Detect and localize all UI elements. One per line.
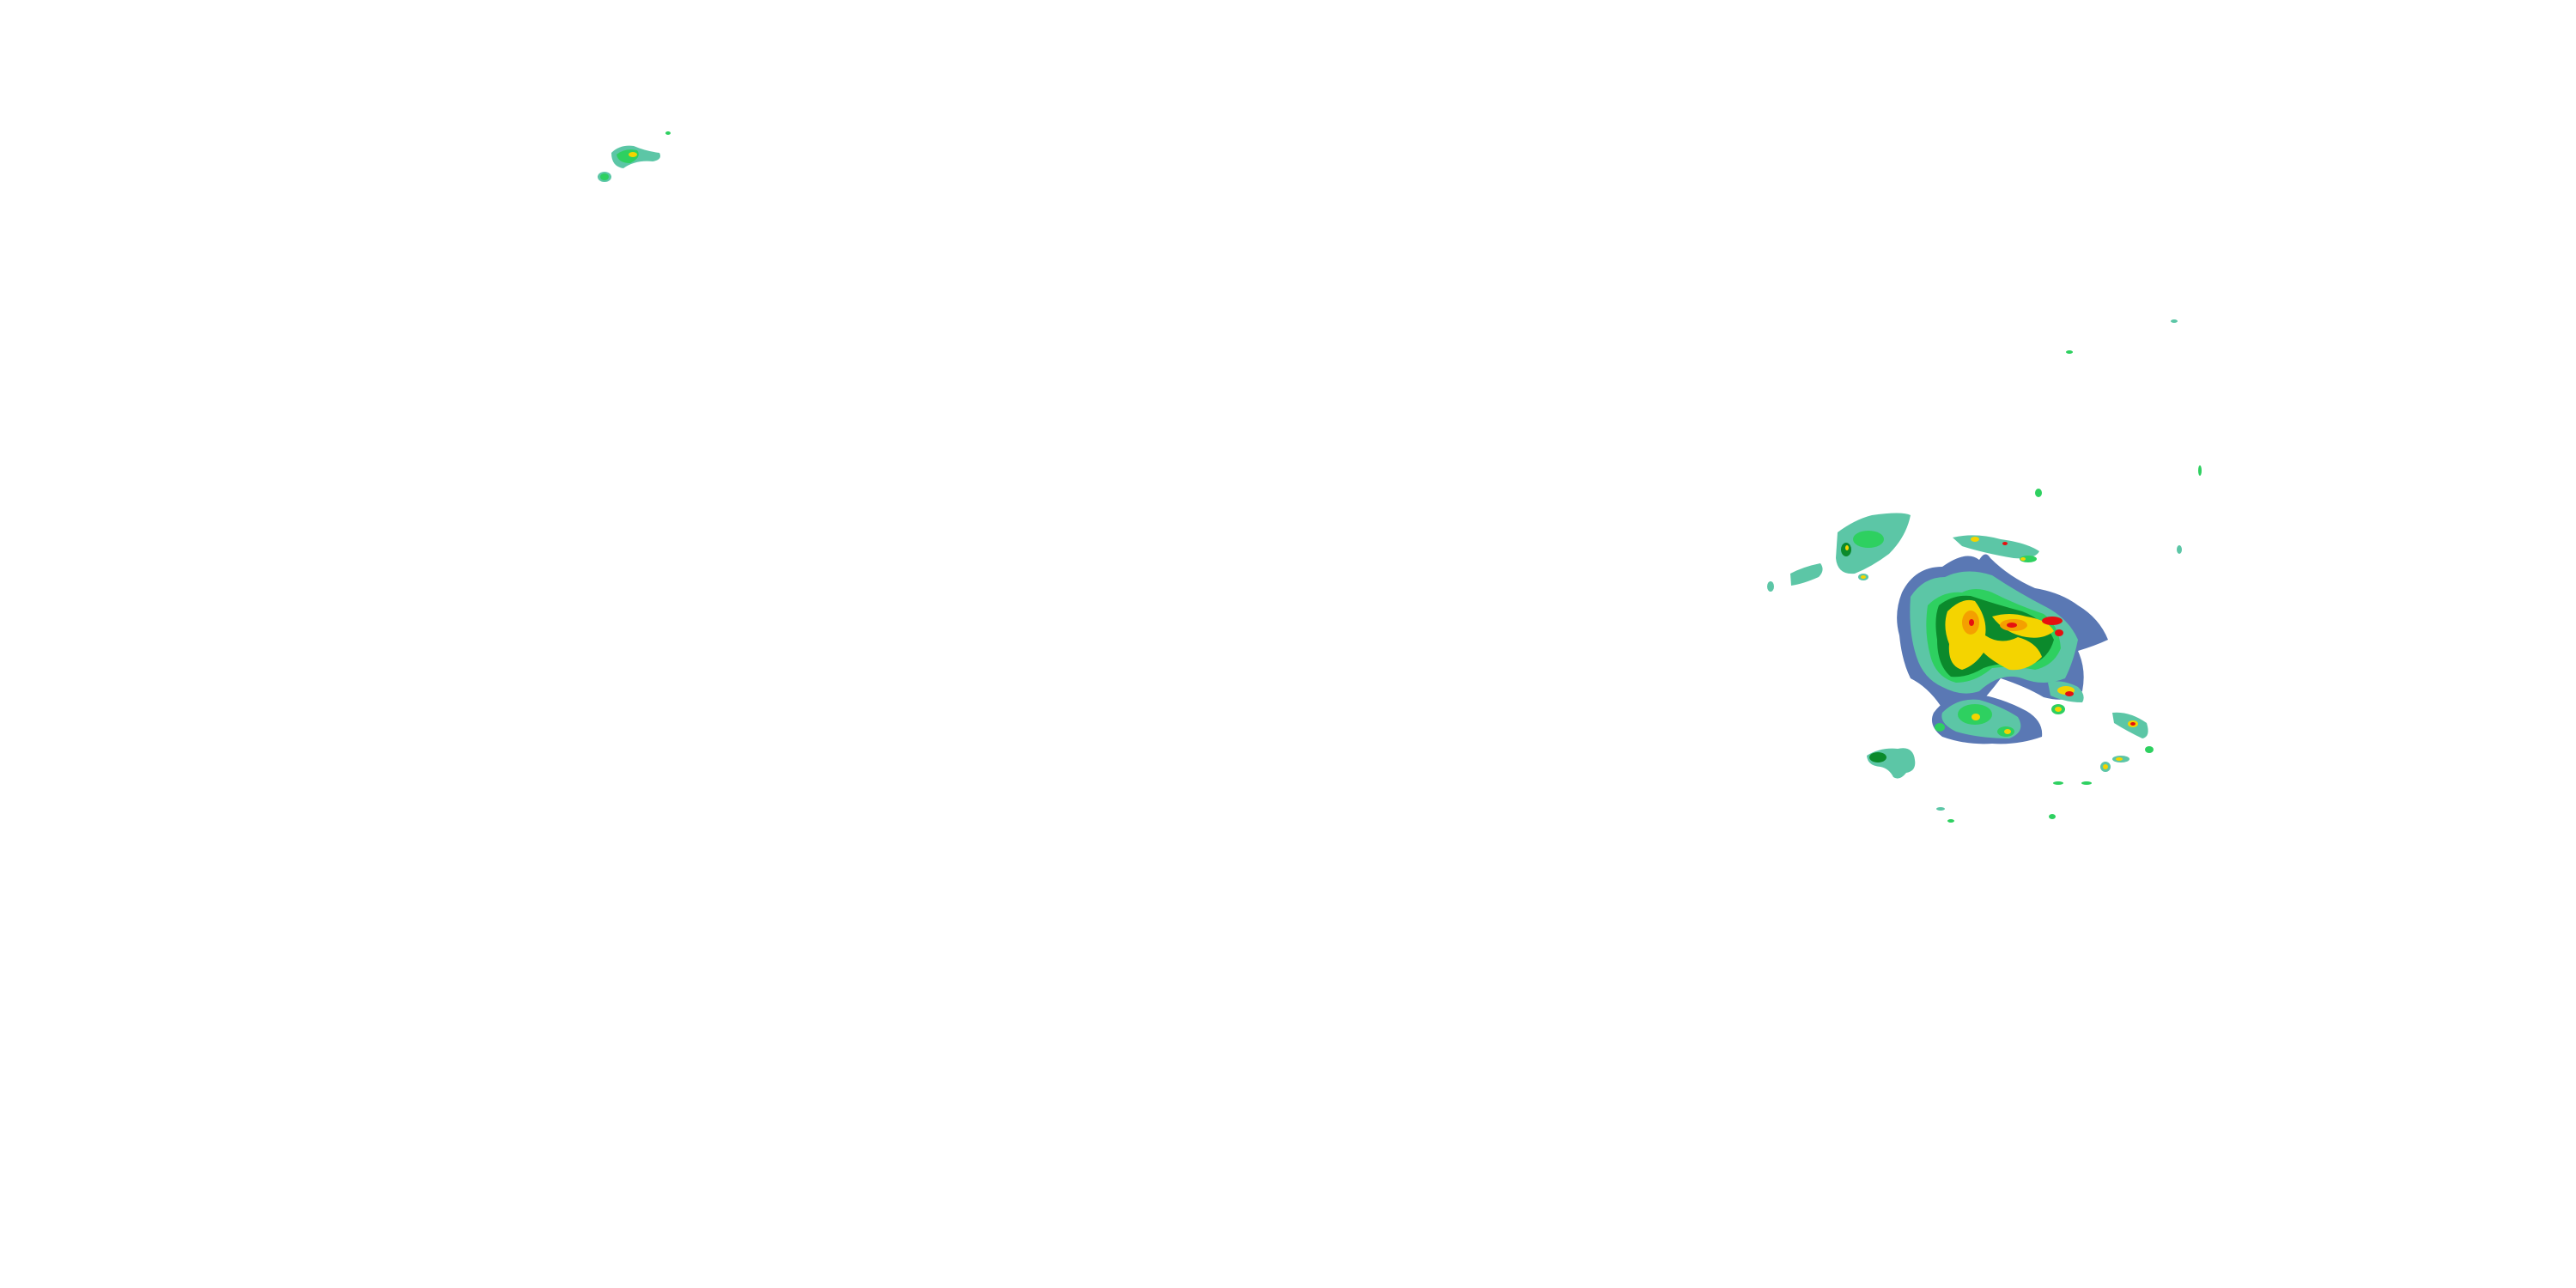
precip-echo [2004, 729, 2011, 734]
precip-echo [1947, 819, 1954, 823]
precip-echo [1853, 531, 1884, 548]
precip-echo [1935, 723, 1945, 732]
precip-echo [665, 131, 671, 135]
storm-line-north [1953, 489, 2042, 562]
precip-echo [2198, 465, 2202, 476]
precip-echo [2020, 556, 2037, 562]
storm-complex-main [1897, 554, 2108, 710]
precip-echo [2066, 350, 2073, 354]
precip-cluster-south [1931, 693, 2043, 744]
precip-echo [2042, 617, 2063, 625]
storm-line-southeast [2048, 681, 2084, 714]
precip-echo [2177, 545, 2182, 554]
precip-echo [2081, 781, 2092, 785]
precip-echo [2065, 691, 2074, 696]
precip-echo [2049, 814, 2056, 819]
precip-echo [2035, 489, 2042, 497]
precip-echo [1861, 575, 1866, 579]
precip-echo [1936, 807, 1945, 811]
precip-echo [1971, 537, 1979, 542]
precip-cluster-northwest [598, 131, 671, 182]
precip-echo [2020, 557, 2026, 561]
precip-echo [2055, 629, 2063, 636]
precip-echo [1953, 535, 2039, 559]
precip-echo [600, 173, 609, 180]
precip-echo [1969, 619, 1974, 626]
precip-echo [1869, 752, 1886, 762]
precip-echo [2002, 542, 2008, 545]
precip-echo [1790, 563, 1823, 586]
precip-echo [629, 152, 637, 157]
precip-cells-east [2049, 319, 2202, 819]
precip-echo [2053, 781, 2063, 785]
precip-echo [2055, 707, 2062, 712]
precip-streaks-west [1767, 513, 1911, 592]
precip-echo [2145, 746, 2154, 753]
precip-echo [1971, 714, 1980, 720]
precip-echo [2103, 764, 2108, 769]
precip-echo [1767, 581, 1774, 592]
precip-cell-southwest [1867, 748, 1954, 823]
precip-echo [2130, 722, 2136, 726]
precip-echo [2007, 623, 2017, 628]
precip-echo [1867, 748, 1916, 779]
precip-echo [2171, 319, 2178, 323]
precip-echo [1845, 545, 1849, 550]
precip-echo [2116, 757, 2123, 761]
